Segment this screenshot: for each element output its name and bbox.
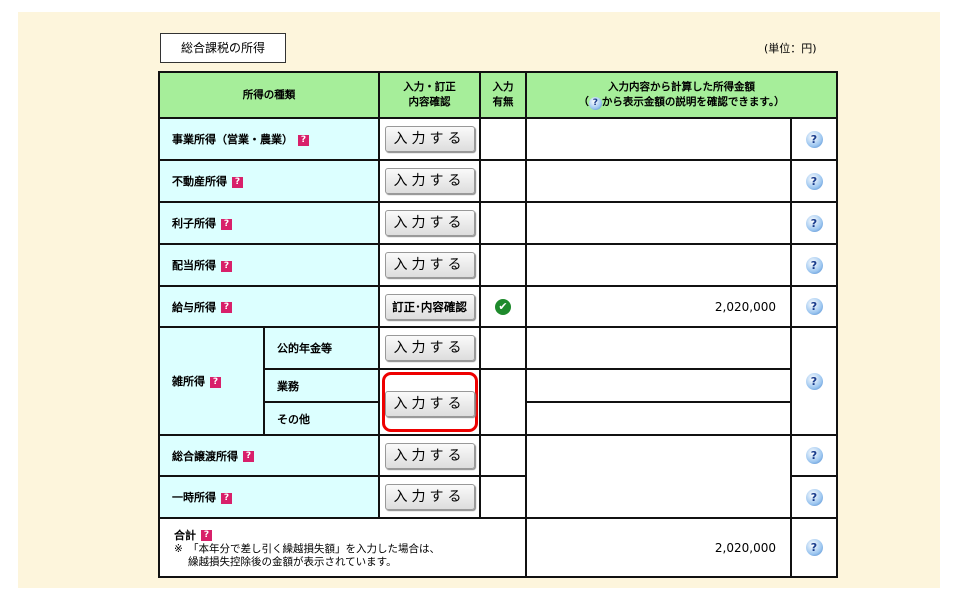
help-icon: ? bbox=[588, 97, 602, 110]
row-label: 一時所得 bbox=[172, 491, 216, 504]
income-table: 所得の種類 入力・訂正 内容確認 入力 有無 入力内容から計算した所得金額（? から表… bbox=[158, 71, 838, 578]
amount-cell: 2,020,000 bbox=[525, 285, 792, 328]
input-status bbox=[479, 117, 527, 161]
input-status bbox=[479, 201, 527, 245]
total-label: 合計 bbox=[174, 528, 196, 542]
question-icon[interactable]: ? bbox=[221, 302, 232, 313]
help-icon[interactable]: ? bbox=[805, 372, 823, 390]
row-label: 利子所得 bbox=[172, 217, 216, 230]
input-status bbox=[479, 159, 527, 203]
amount-cell bbox=[525, 201, 792, 245]
input-button-interest[interactable]: 入力する bbox=[384, 210, 475, 236]
input-status bbox=[479, 326, 527, 370]
help-icon[interactable]: ? bbox=[805, 447, 823, 464]
input-button-pension[interactable]: 入力する bbox=[384, 335, 475, 361]
amount-cell bbox=[525, 326, 792, 370]
question-icon[interactable]: ? bbox=[221, 260, 232, 272]
sub-label: その他 bbox=[263, 401, 380, 436]
input-button-real-estate[interactable]: 入力する bbox=[384, 168, 475, 194]
check-icon: ✔ bbox=[495, 298, 511, 315]
question-icon[interactable]: ? bbox=[221, 492, 232, 504]
question-icon[interactable]: ? bbox=[201, 530, 212, 541]
header-action: 入力・訂正 内容確認 bbox=[378, 71, 481, 119]
input-button-transfer[interactable]: 入力する bbox=[384, 442, 475, 469]
amount-cell bbox=[525, 434, 792, 519]
help-icon[interactable]: ? bbox=[805, 298, 823, 315]
header-type: 所得の種類 bbox=[158, 71, 380, 119]
row-label: 不動産所得 bbox=[172, 175, 227, 188]
header-row: 所得の種類 入力・訂正 内容確認 入力 有無 入力内容から計算した所得金額（? から表… bbox=[158, 71, 838, 119]
help-icon[interactable]: ? bbox=[805, 130, 823, 148]
input-button-misc-business[interactable]: 入力する bbox=[384, 391, 475, 417]
highlight-box: 入力する bbox=[381, 372, 478, 432]
table-row: 利子所得? 入力する ? bbox=[158, 201, 838, 245]
input-button-temporary[interactable]: 入力する bbox=[384, 484, 475, 510]
question-icon[interactable]: ? bbox=[243, 451, 254, 462]
input-button-business[interactable]: 入力する bbox=[384, 126, 475, 152]
table-row: 配当所得? 入力する ? bbox=[158, 243, 838, 287]
amount-cell bbox=[525, 368, 792, 403]
amount-cell bbox=[525, 117, 792, 161]
header-input: 入力 有無 bbox=[479, 71, 527, 119]
table-row: その他 bbox=[159, 401, 837, 436]
amount-cell bbox=[525, 159, 792, 203]
total-row: 合計? ※ 「本年分で差し引く繰越損失額」を入力した場合は、 繰越損失控除後の金額が… bbox=[158, 517, 838, 578]
row-label: 配当所得 bbox=[172, 259, 216, 272]
amount-cell bbox=[525, 401, 792, 436]
question-icon[interactable]: ? bbox=[298, 134, 309, 146]
sub-label: 公的年金等 bbox=[263, 326, 380, 370]
table-row: 業務 入力する bbox=[159, 368, 837, 436]
input-status bbox=[479, 368, 527, 436]
total-amount: 2,020,000 bbox=[525, 517, 792, 578]
question-icon[interactable]: ? bbox=[232, 176, 243, 188]
table-row: 不動産所得? 入力する ? bbox=[158, 159, 838, 203]
section-title: 総合課税の所得 bbox=[160, 33, 286, 63]
header-amount: 入力内容から計算した所得金額（? から表示金額の説明を確認できます。） bbox=[525, 71, 838, 119]
input-button-dividend[interactable]: 入力する bbox=[384, 252, 475, 278]
table-row: 雑所得? 公的年金等 入力する ? bbox=[158, 326, 838, 436]
input-status bbox=[479, 475, 527, 519]
row-label: 事業所得（営業・農業） bbox=[172, 133, 293, 146]
row-label: 給与所得 bbox=[172, 300, 216, 314]
correct-button-salary[interactable]: 訂正･内容確認 bbox=[384, 293, 475, 320]
unit-label: (単位：円) bbox=[764, 42, 817, 55]
row-label: 雑所得 bbox=[172, 375, 205, 388]
help-icon[interactable]: ? bbox=[805, 539, 823, 556]
sub-label: 業務 bbox=[263, 368, 380, 403]
table-row: 総合譲渡所得? 入力する ? bbox=[158, 434, 838, 519]
input-status bbox=[479, 434, 527, 477]
help-icon[interactable]: ? bbox=[805, 172, 823, 190]
question-icon[interactable]: ? bbox=[221, 218, 232, 230]
amount-cell bbox=[525, 243, 792, 287]
help-icon[interactable]: ? bbox=[805, 488, 823, 506]
help-icon[interactable]: ? bbox=[805, 214, 823, 232]
total-note: ※ 「本年分で差し引く繰越損失額」を入力した場合は、 繰越損失控除後の金額が表示さ… bbox=[174, 542, 441, 568]
input-status bbox=[479, 243, 527, 287]
question-icon[interactable]: ? bbox=[210, 376, 221, 388]
table-row: 給与所得? 訂正･内容確認 ✔ 2,020,000 ? bbox=[158, 285, 838, 328]
table-row: 一時所得? 入力する ? bbox=[158, 475, 838, 519]
table-row: 事業所得（営業・農業）? 入力する ? bbox=[158, 117, 838, 161]
help-icon[interactable]: ? bbox=[805, 256, 823, 274]
row-label: 総合譲渡所得 bbox=[172, 449, 238, 463]
